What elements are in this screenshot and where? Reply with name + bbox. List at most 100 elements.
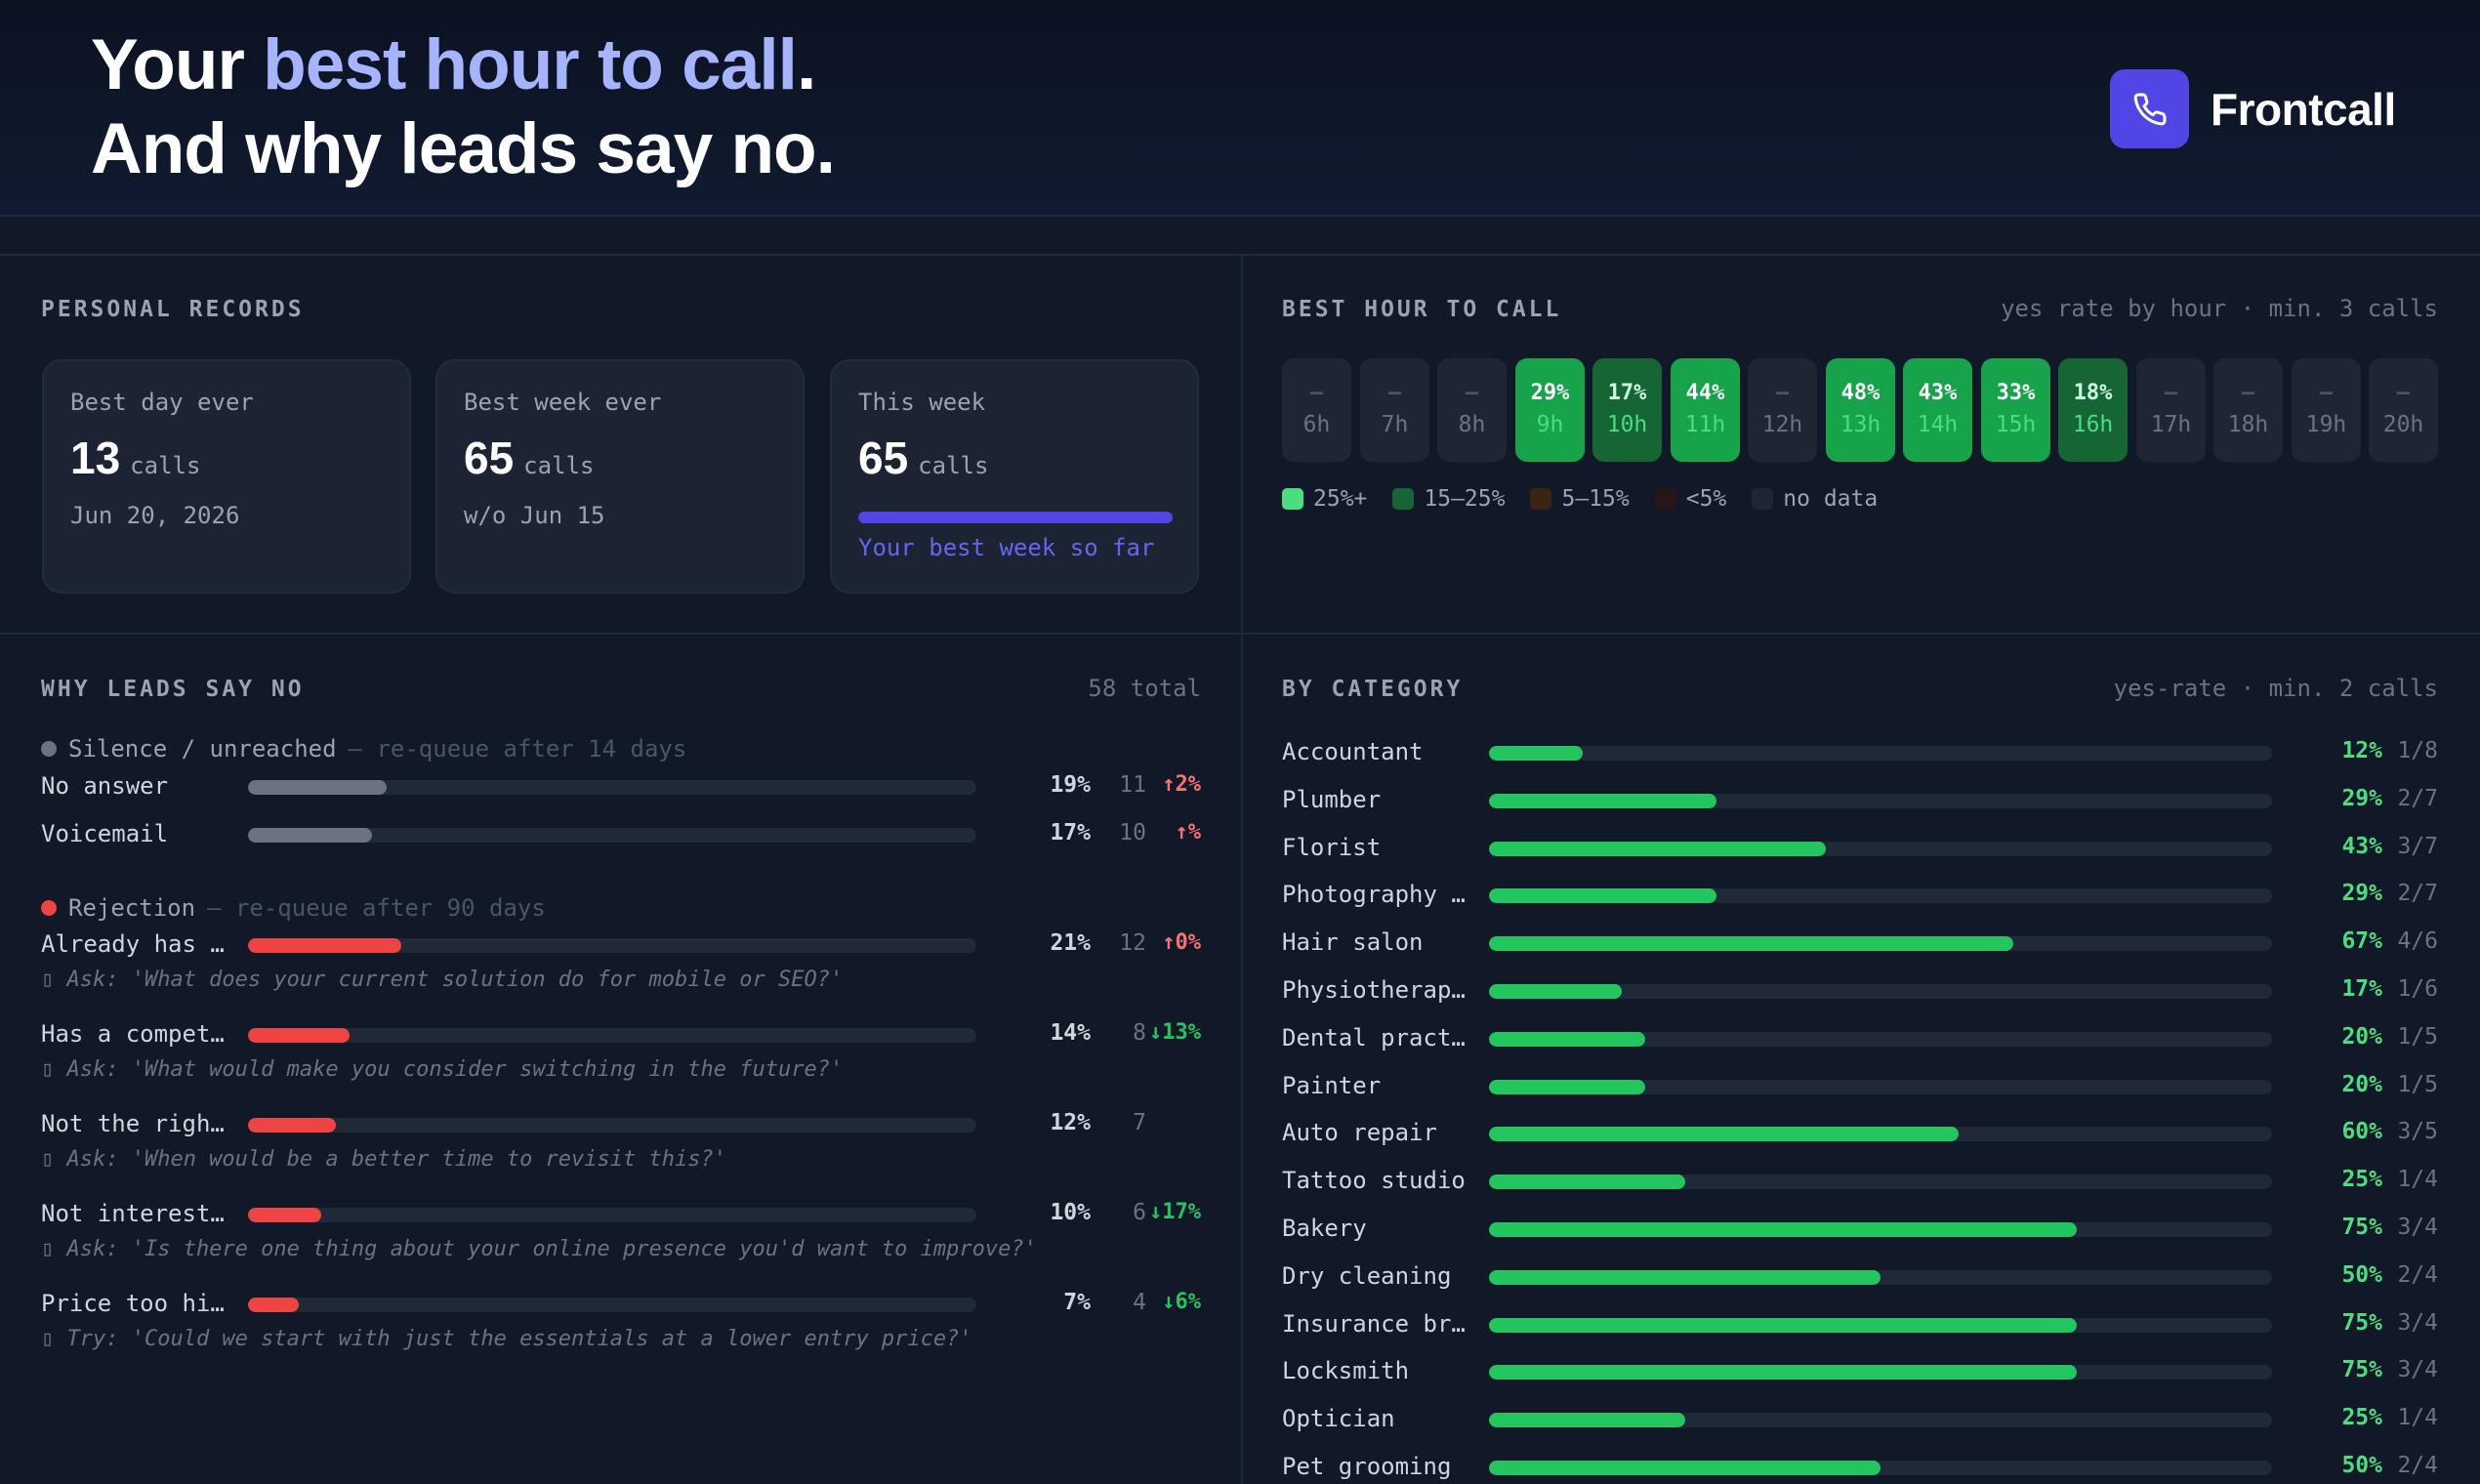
hour-cell-9h[interactable]: 29% 9h <box>1515 358 1585 462</box>
headline-line-1: Your best hour to call. <box>91 23 835 107</box>
hour-cell-16h[interactable]: 18% 16h <box>2058 358 2128 462</box>
category-bar-fill <box>1489 888 1716 904</box>
category-bar-fill <box>1489 1222 2077 1237</box>
reason-row[interactable]: Not interest… 10% 6 ↓17% <box>41 1200 1201 1229</box>
category-title: BY CATEGORY <box>1282 677 1464 702</box>
category-row[interactable]: Dry cleaning 50% 2/4 <box>1282 1262 2438 1292</box>
hour-label: 20h <box>2382 412 2424 437</box>
hour-label: 14h <box>1917 412 1959 437</box>
reason-row[interactable]: Already has … 21% 12 ↑0% <box>41 930 1201 960</box>
category-row[interactable]: Painter 20% 1/5 <box>1282 1072 2438 1101</box>
reason-label: Price too hi… <box>41 1290 225 1317</box>
hour-legend: 25%+ 15–25% 5–15% <5% no data <box>1282 486 1903 512</box>
hour-cell-7h[interactable]: – 7h <box>1360 358 1429 462</box>
category-percent: 25% <box>2341 1167 2382 1193</box>
record-label: Best day ever <box>70 389 254 416</box>
category-label: Hair salon <box>1282 928 1424 957</box>
reason-bar-fill <box>248 780 387 795</box>
category-row[interactable]: Locksmith 75% 3/4 <box>1282 1357 2438 1386</box>
reason-row[interactable]: No answer 19% 11 ↑2% <box>41 772 1201 802</box>
hour-cell-10h[interactable]: 17% 10h <box>1592 358 1662 462</box>
category-row[interactable]: Plumber 29% 2/7 <box>1282 786 2438 815</box>
category-row[interactable]: Florist 43% 3/7 <box>1282 834 2438 863</box>
category-row[interactable]: Hair salon 67% 4/6 <box>1282 928 2438 958</box>
hour-cell-8h[interactable]: – 8h <box>1437 358 1507 462</box>
category-label: Dental pract… <box>1282 1023 1466 1051</box>
reason-row[interactable]: Not the righ… 12% 7 <box>41 1110 1201 1139</box>
category-row[interactable]: Bakery 75% 3/4 <box>1282 1215 2438 1244</box>
hour-rate: – <box>2319 381 2334 405</box>
category-label: Pet grooming <box>1282 1453 1452 1480</box>
record-value: 65 calls <box>464 432 594 484</box>
category-label: Plumber <box>1282 785 1382 813</box>
hour-cell-17h[interactable]: – 17h <box>2136 358 2206 462</box>
legend-swatch <box>1654 488 1676 510</box>
hour-cell-6h[interactable]: – 6h <box>1282 358 1351 462</box>
hour-rate: 29% <box>1530 381 1570 405</box>
hour-rate: 17% <box>1607 381 1647 405</box>
reason-tip: ▯ Ask: 'Is there one thing about your on… <box>41 1237 1037 1261</box>
category-label: Auto repair <box>1282 1119 1437 1147</box>
hour-rate: 43% <box>1918 381 1958 405</box>
legend-item: 15–25% <box>1392 486 1505 512</box>
category-bar <box>1489 841 2272 856</box>
legend-swatch <box>1530 488 1552 510</box>
brand[interactable]: Frontcall <box>2110 69 2396 148</box>
record-number: 13 <box>70 433 121 483</box>
legend-item: 25%+ <box>1282 486 1367 512</box>
category-row[interactable]: Physiotherap… 17% 1/6 <box>1282 976 2438 1006</box>
record-unit: calls <box>918 452 989 479</box>
hour-label: 8h <box>1458 412 1486 437</box>
hour-cell-11h[interactable]: 44% 11h <box>1671 358 1740 462</box>
record-unit: calls <box>523 452 595 479</box>
category-label: Optician <box>1282 1405 1395 1433</box>
category-bar <box>1489 1031 2272 1047</box>
category-label: Painter <box>1282 1071 1382 1099</box>
reason-bar <box>248 1028 976 1043</box>
hour-cell-19h[interactable]: – 19h <box>2292 358 2361 462</box>
category-bar-fill <box>1489 936 2014 952</box>
hour-cell-12h[interactable]: – 12h <box>1748 358 1817 462</box>
reason-row[interactable]: Has a compet… 14% 8 ↓13% <box>41 1020 1201 1050</box>
category-note: yes-rate · min. 2 calls <box>2113 675 2438 702</box>
reason-bar <box>248 1298 976 1312</box>
category-percent: 60% <box>2341 1119 2382 1145</box>
reason-group-header: Silence / unreached — re-queue after 14 d… <box>41 735 686 763</box>
reason-count: 10 <box>1119 820 1146 845</box>
hour-cell-14h[interactable]: 43% 14h <box>1903 358 1972 462</box>
page-headline: Your best hour to call. And why leads sa… <box>91 23 836 191</box>
category-row[interactable]: Insurance br… 75% 3/4 <box>1282 1310 2438 1340</box>
reason-bar-fill <box>248 828 372 843</box>
reason-tip: ▯ Ask: 'When would be a better time to r… <box>41 1147 726 1172</box>
category-percent: 43% <box>2341 833 2382 859</box>
category-ratio: 2/4 <box>2397 1453 2438 1478</box>
hour-cell-18h[interactable]: – 18h <box>2213 358 2283 462</box>
hour-cell-20h[interactable]: – 20h <box>2369 358 2438 462</box>
hour-label: 16h <box>2072 412 2114 437</box>
phone-icon <box>2110 69 2189 148</box>
reason-bar-fill <box>248 1298 300 1312</box>
reason-row[interactable]: Voicemail 17% 10 ↑% <box>41 820 1201 849</box>
hour-cell-13h[interactable]: 48% 13h <box>1826 358 1895 462</box>
category-row[interactable]: Accountant 12% 1/8 <box>1282 738 2438 767</box>
reason-label: Already has … <box>41 930 225 958</box>
category-bar-fill <box>1489 1461 1881 1475</box>
hour-label: 10h <box>1606 412 1648 437</box>
category-row[interactable]: Photography … 29% 2/7 <box>1282 881 2438 910</box>
reason-count: 4 <box>1133 1290 1146 1315</box>
category-row[interactable]: Pet grooming 50% 2/4 <box>1282 1453 2438 1482</box>
headline-period: . <box>796 25 816 104</box>
category-row[interactable]: Tattoo studio 25% 1/4 <box>1282 1167 2438 1196</box>
category-row[interactable]: Optician 25% 1/4 <box>1282 1405 2438 1434</box>
category-row[interactable]: Auto repair 60% 3/5 <box>1282 1119 2438 1148</box>
reason-label: Has a compet… <box>41 1020 225 1048</box>
hour-rate: – <box>1775 381 1790 405</box>
reason-percent: 14% <box>1050 1020 1091 1046</box>
category-bar <box>1489 1269 2272 1285</box>
reason-row[interactable]: Price too hi… 7% 4 ↓6% <box>41 1290 1201 1319</box>
hour-cell-15h[interactable]: 33% 15h <box>1981 358 2050 462</box>
reason-trend: ↓17% <box>1149 1200 1201 1224</box>
category-label: Physiotherap… <box>1282 976 1466 1004</box>
category-row[interactable]: Dental pract… 20% 1/5 <box>1282 1024 2438 1053</box>
category-bar <box>1489 1317 2272 1333</box>
